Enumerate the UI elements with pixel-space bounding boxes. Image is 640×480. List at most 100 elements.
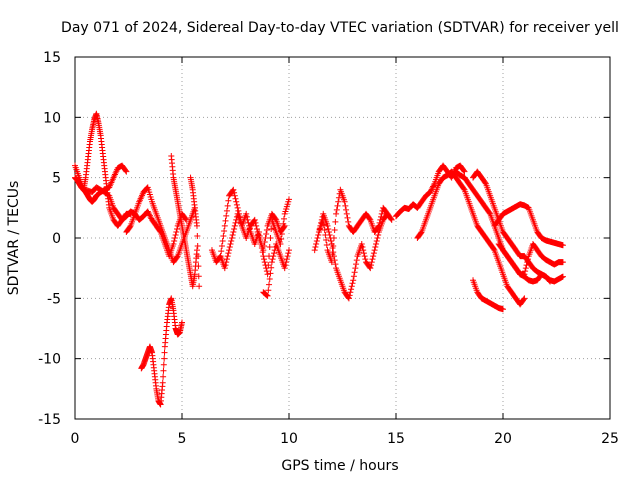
data-point [122,167,129,174]
y-tick-label: 0 [52,231,61,247]
data-point [231,189,238,196]
data-point [343,206,350,213]
data-point [350,277,357,284]
data-point [430,182,437,189]
data-point [123,168,130,175]
data-point [266,281,273,288]
data-point [225,250,232,257]
data-point [126,223,133,230]
data-point [328,238,335,245]
data-point [195,253,202,260]
x-axis-label: GPS time / hours [281,458,398,474]
data-point [159,379,166,386]
data-point [371,247,378,254]
data-point [341,198,348,205]
series-track-o [452,168,554,285]
data-point [233,198,240,205]
y-tick-label: 10 [43,110,61,126]
data-point [348,286,355,293]
data-point [521,271,528,278]
data-point [323,242,330,249]
data-point [160,373,167,380]
data-point [265,262,272,269]
data-point [263,292,270,299]
data-point [231,222,238,229]
data-point [161,355,168,362]
data-point [226,244,233,251]
data-point [174,254,181,261]
data-point [228,238,235,245]
data-point [230,228,237,235]
data-point [221,222,228,229]
data-point [171,235,178,241]
data-point [268,225,275,232]
data-point [145,209,152,216]
data-point [345,218,352,225]
data-point [193,222,200,229]
data-point [524,259,531,266]
data-point [218,248,225,255]
data-point [232,195,239,202]
data-point [559,242,566,249]
series-track-r [495,241,566,278]
data-point [328,259,335,266]
data-point [368,262,375,269]
data-point [313,241,320,248]
data-point [370,253,377,260]
data-point [281,215,288,222]
data-point [350,273,357,280]
data-point [329,251,336,258]
data-point [482,179,489,186]
data-point [522,265,529,272]
data-point [283,256,290,263]
data-point [219,238,226,245]
data-point [281,265,288,272]
data-point [321,226,328,233]
data-point [280,220,287,227]
data-point [264,271,271,278]
data-point [171,238,178,245]
y-tick-label: -5 [47,291,61,307]
data-point [322,231,329,238]
data-point [378,210,385,217]
data-point [246,225,253,232]
data-point [320,221,327,228]
x-tick-label: 10 [280,431,298,447]
data-point [346,292,353,299]
data-point [311,247,318,254]
data-point [223,259,230,266]
data-point [179,319,185,326]
data-point [378,213,385,220]
data-point [559,273,566,280]
data-point [231,225,238,232]
data-point [286,247,292,254]
data-point [314,235,321,241]
y-tick-labels: -15 -10 -5 0 5 10 15 [38,50,61,428]
data-point [220,232,227,239]
series-track-j [260,241,292,299]
data-point [388,215,395,222]
data-point [332,261,339,268]
data-point [286,196,292,203]
x-tick-label: 5 [178,431,187,447]
data-point [194,232,201,239]
data-point [170,241,177,248]
data-point [430,183,437,190]
data-point [226,247,233,254]
data-point [267,235,274,241]
data-point [460,185,467,192]
data-point [333,210,340,217]
series-track-f [168,152,200,290]
data-point [486,209,493,216]
data-point [344,214,351,221]
x-tick-labels: 0 5 10 15 20 25 [71,431,619,447]
data-point [251,216,258,223]
data-point [523,262,530,269]
data-point [278,236,285,243]
data-point [360,250,367,257]
data-point [221,227,228,234]
series-track-b [72,162,130,205]
data-point [330,243,337,250]
data-point [216,254,223,261]
